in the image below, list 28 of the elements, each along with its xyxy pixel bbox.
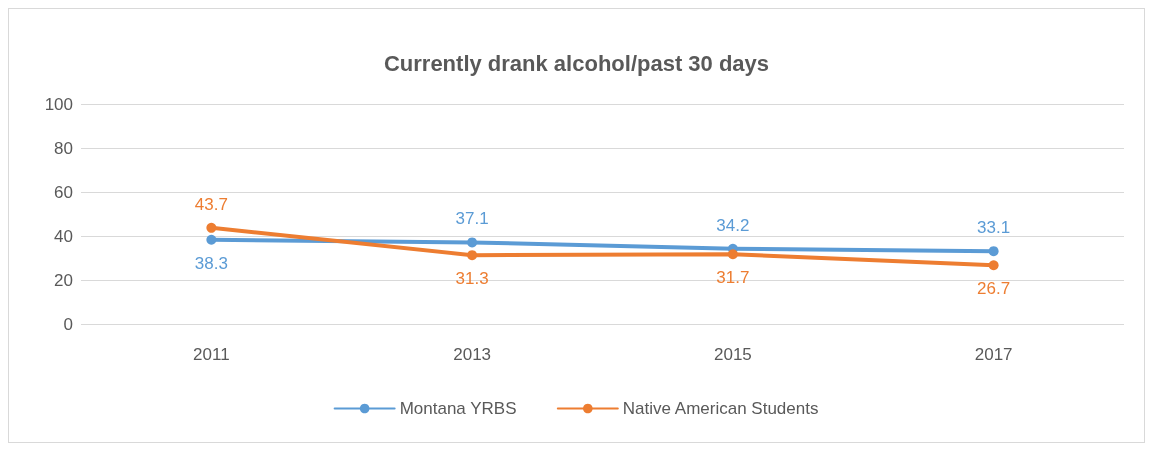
y-tick-label: 20 [54, 270, 73, 290]
data-label: 31.7 [716, 268, 750, 288]
data-label: 34.2 [716, 215, 750, 235]
point [988, 246, 999, 257]
data-label: 31.3 [455, 269, 489, 289]
data-label: 43.7 [194, 194, 228, 214]
y-tick-label: 100 [44, 94, 73, 114]
point [206, 222, 217, 233]
chart-title: Currently drank alcohol/past 30 days [383, 50, 770, 76]
data-label: 26.7 [977, 279, 1011, 299]
x-tick-label: 2013 [453, 345, 492, 364]
point [206, 234, 217, 245]
legend-label: Native American Students [622, 399, 819, 418]
x-tick-label: 2011 [193, 345, 230, 364]
point [988, 260, 999, 271]
y-tick-label: 0 [63, 314, 73, 334]
y-tick-label: 80 [54, 138, 73, 158]
x-tick-label: 2017 [974, 345, 1013, 364]
point [727, 249, 738, 260]
point [467, 250, 478, 261]
data-label: 38.3 [194, 253, 228, 273]
x-tick-label: 2015 [713, 345, 752, 364]
y-tick-label: 40 [54, 226, 73, 246]
y-tick-label: 60 [54, 182, 73, 202]
point [467, 237, 478, 248]
data-label: 33.1 [977, 218, 1011, 238]
data-label: 37.1 [455, 209, 489, 229]
legend-label: Montana YRBS [399, 399, 517, 418]
